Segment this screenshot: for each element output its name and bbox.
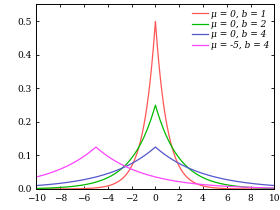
μ = 0, b = 4 [126,164,129,167]
μ = 0, b = 4 [273,184,276,187]
μ = 0, b = 2 [242,186,246,188]
μ = 0, b = 2 [126,161,129,164]
μ = 0, b = 1 [35,188,38,190]
μ = 0, b = 1 [268,188,272,190]
μ = 0, b = 1 [136,149,140,151]
Line: μ = -5, b = 4: μ = -5, b = 4 [36,147,274,188]
μ = 0, b = 2 [76,185,79,187]
μ = -5, b = 4 [242,186,246,188]
μ = 0, b = 4 [35,184,38,187]
μ = 0, b = 1 [76,188,79,190]
μ = 0, b = 4 [62,182,65,184]
μ = 0, b = 4 [136,159,140,161]
μ = 0, b = 1 [242,188,246,190]
μ = -5, b = 4 [136,171,140,173]
μ = -5, b = 4 [94,146,98,148]
Line: μ = 0, b = 2: μ = 0, b = 2 [36,105,274,188]
μ = 0, b = 1 [62,188,65,190]
μ = 0, b = 2 [136,147,140,150]
μ = 0, b = 1 [154,20,157,23]
μ = -5, b = 4 [35,176,38,178]
μ = -5, b = 4 [62,167,65,169]
μ = -5, b = 4 [273,187,276,189]
μ = 0, b = 1 [126,171,129,174]
μ = 0, b = 2 [268,187,272,190]
μ = 0, b = 2 [62,186,65,189]
Line: μ = 0, b = 1: μ = 0, b = 1 [36,22,274,189]
μ = 0, b = 4 [268,184,272,186]
μ = 0, b = 1 [273,188,276,190]
μ = 0, b = 2 [154,104,157,106]
μ = -5, b = 4 [268,187,272,189]
Line: μ = 0, b = 4: μ = 0, b = 4 [36,147,274,186]
Legend: μ = 0, b = 1, μ = 0, b = 2, μ = 0, b = 4, μ = -5, b = 4: μ = 0, b = 1, μ = 0, b = 2, μ = 0, b = 4… [191,9,270,51]
μ = 0, b = 2 [273,187,276,190]
μ = 0, b = 4 [154,146,157,148]
μ = -5, b = 4 [76,159,79,162]
μ = 0, b = 4 [242,181,246,184]
μ = -5, b = 4 [126,166,129,169]
μ = 0, b = 4 [76,180,79,182]
μ = 0, b = 2 [35,187,38,190]
